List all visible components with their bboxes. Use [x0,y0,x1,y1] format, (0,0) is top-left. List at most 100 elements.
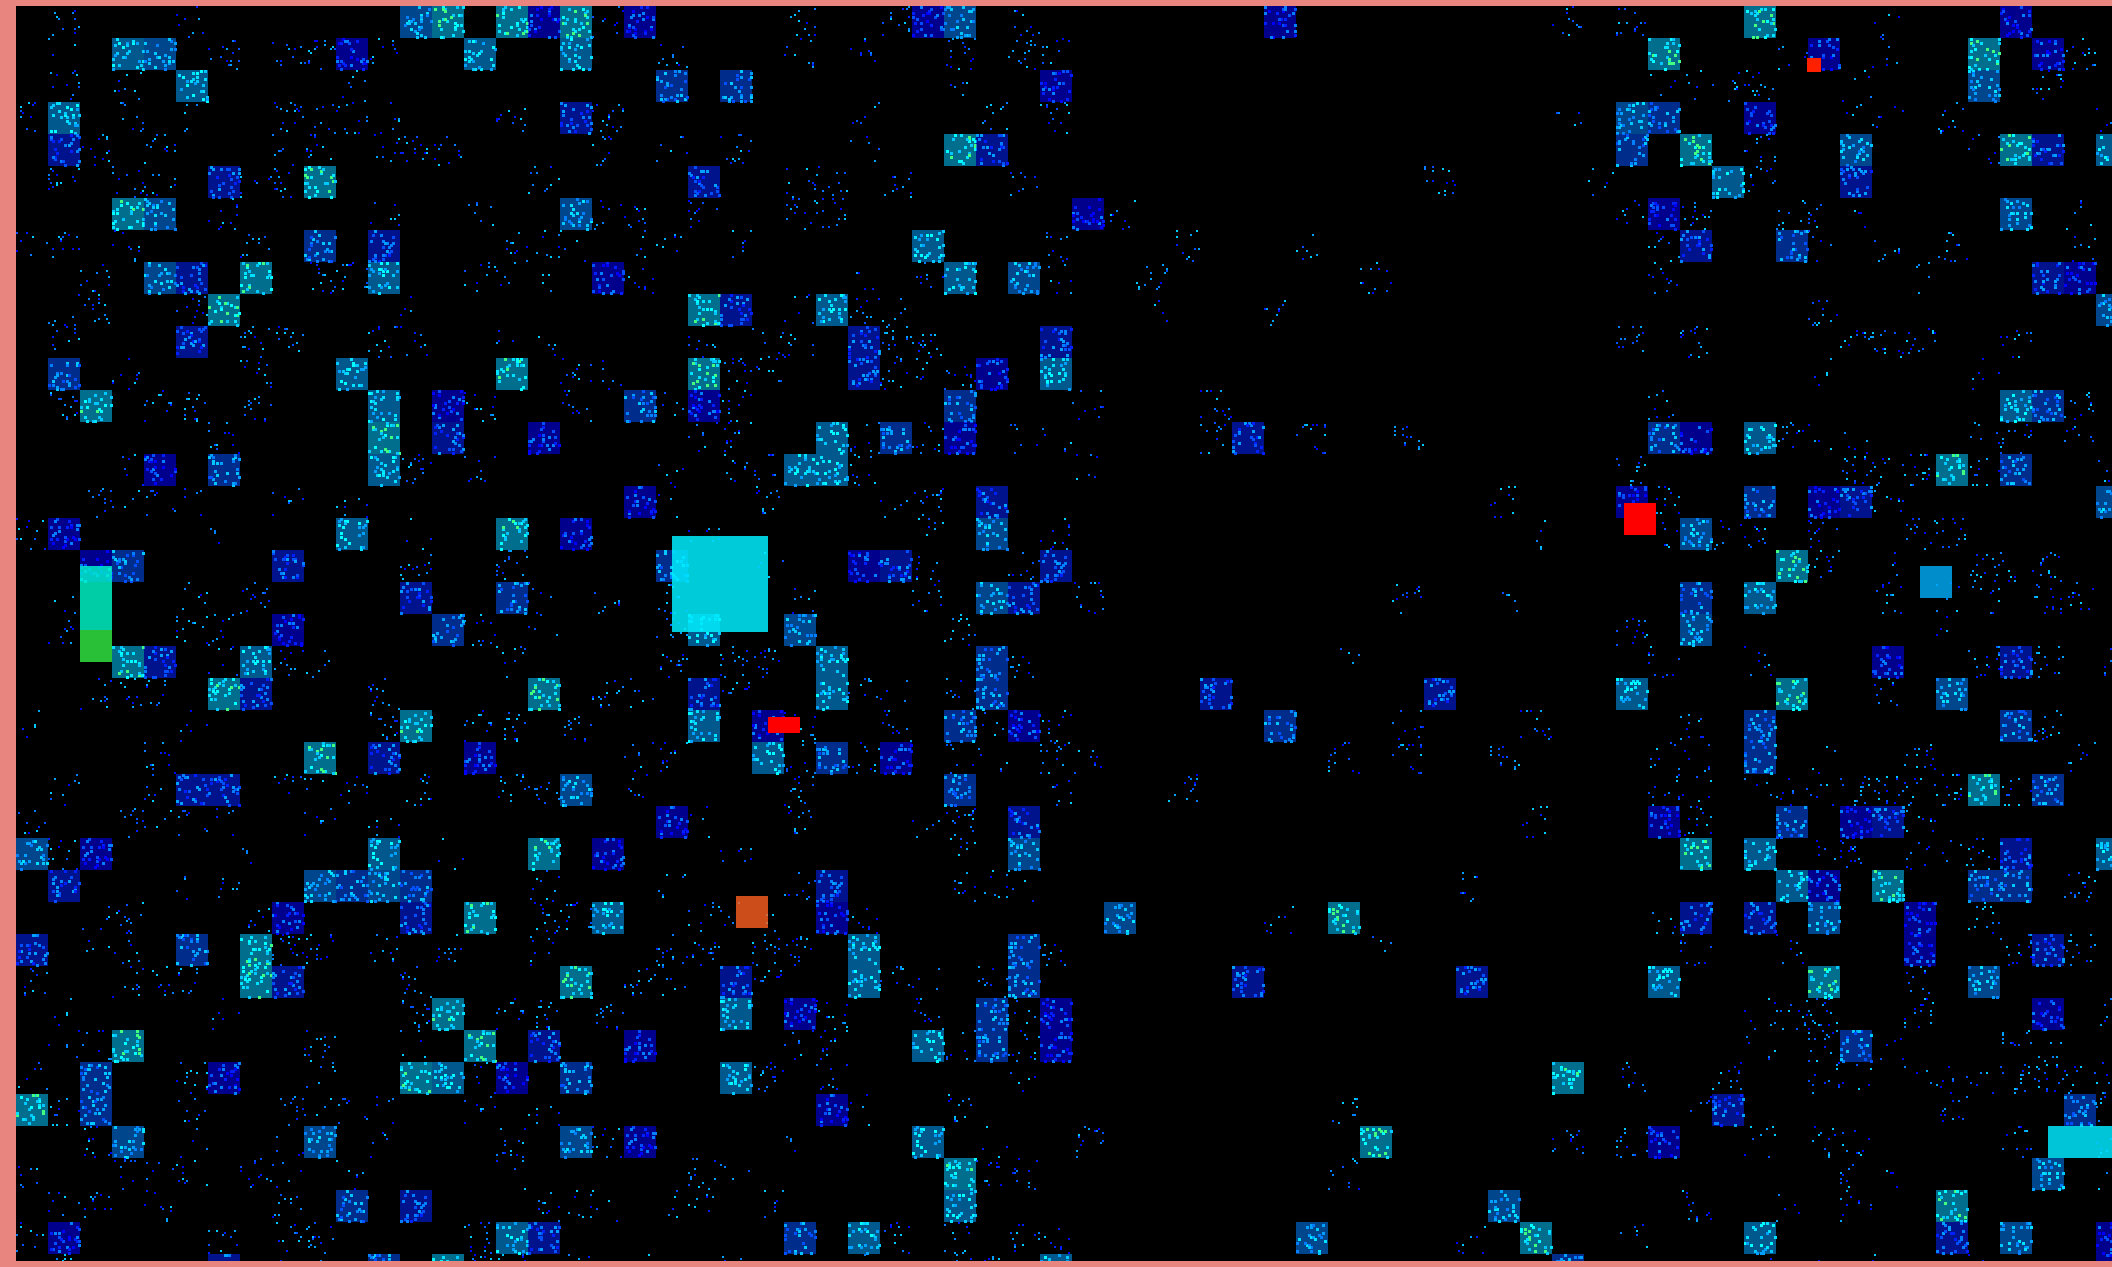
speckle [1644,136,1647,139]
speckle [390,250,393,253]
speckle [398,214,400,216]
speckle [2062,150,2065,153]
speckle [720,324,723,327]
speckle [324,182,327,185]
speckle [822,198,824,200]
speckle [1022,14,1024,16]
speckle [548,36,551,39]
speckle [922,514,924,516]
speckle [52,86,54,88]
speckle [186,84,189,87]
speckle [1696,150,1699,153]
speckle [192,406,194,408]
speckle [2030,434,2032,436]
speckle [144,420,146,422]
speckle [794,212,796,214]
speckle [108,284,110,286]
speckle [1252,430,1255,433]
speckle [1292,12,1295,15]
speckle [662,246,664,248]
speckle [20,240,22,242]
speckle [2020,452,2022,454]
speckle [140,64,143,67]
speckle [240,336,242,338]
speckle [1378,268,1380,270]
speckle [1102,224,1105,227]
speckle [664,86,667,89]
speckle [858,358,861,361]
speckle [2016,410,2019,413]
speckle [1846,472,1848,474]
speckle [92,420,95,423]
speckle [464,50,467,53]
speckle [942,28,945,31]
speckle [2022,390,2025,393]
speckle [564,390,566,392]
speckle [548,14,551,17]
speckle [1998,38,2001,41]
speckle [944,8,947,11]
speckle [1990,78,1993,81]
speckle [640,410,643,413]
speckle [1062,340,1065,343]
speckle [68,382,71,385]
speckle [1654,428,1657,431]
speckle [1052,72,1055,75]
speckle [1992,98,1995,101]
speckle [274,102,276,104]
speckle [386,476,389,479]
speckle [1652,206,1655,209]
speckle [1886,64,1888,66]
speckle [866,136,868,138]
speckle [350,86,352,88]
speckle [322,146,324,148]
speckle [1938,256,1940,258]
speckle [1648,246,1650,248]
speckle [1696,144,1699,147]
speckle [960,134,963,137]
speckle [152,140,154,142]
speckle [1644,464,1646,466]
speckle [1048,122,1050,124]
speckle [400,152,402,154]
speckle [116,192,118,194]
speckle [300,46,302,48]
speckle [2004,466,2007,469]
speckle [666,98,669,101]
speckle [1750,12,1753,15]
speckle [2010,228,2013,231]
speckle [834,298,837,301]
speckle [838,466,841,469]
speckle [1780,236,1783,239]
speckle [698,312,701,315]
speckle [1642,138,1645,141]
speckle [916,250,919,253]
speckle [468,56,471,59]
speckle [1978,468,1980,470]
speckle [1772,500,1775,503]
speckle [822,190,824,192]
speckle [2046,278,2049,281]
speckle [74,132,77,135]
speckle [788,342,790,344]
speckle [1922,472,1924,474]
speckle [956,36,959,39]
speckle [960,286,963,289]
speckle [918,260,921,263]
speckle [828,476,831,479]
speckle [1216,430,1218,432]
speckle [928,426,930,428]
speckle [516,364,519,367]
speckle [1040,354,1043,357]
speckle [1676,50,1679,53]
speckle [812,322,814,324]
speckle [2056,62,2059,65]
speckle [448,400,451,403]
speckle [692,176,695,179]
speckle [512,242,514,244]
speckle [816,434,819,437]
speckle [386,242,389,245]
speckle [50,136,53,139]
speckle [374,408,377,411]
speckle [328,242,331,245]
